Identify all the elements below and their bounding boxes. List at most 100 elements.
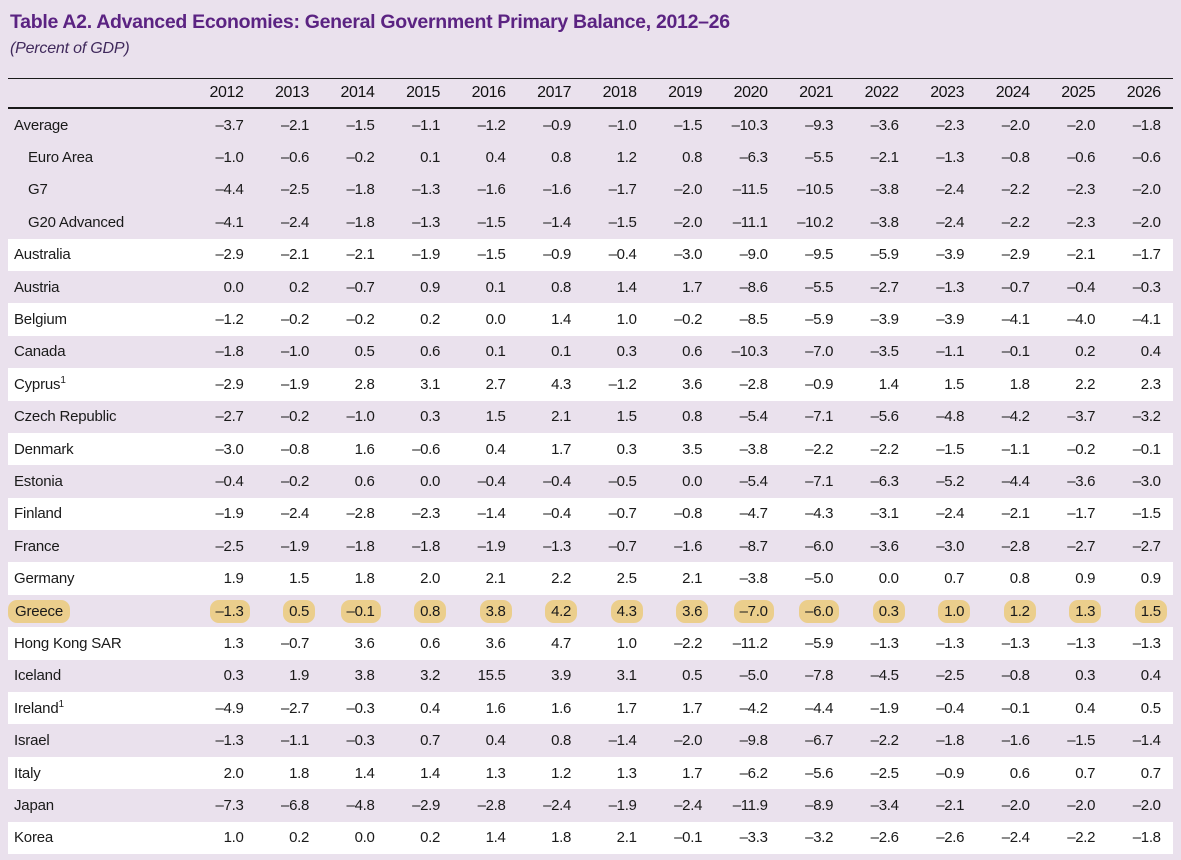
value-cell: –1.6 (543, 181, 572, 199)
value-cell: 3.6 (649, 599, 715, 623)
value-cell: –1.5 (346, 116, 375, 134)
value-cell: –10.2 (797, 213, 834, 231)
value-cell: –3.2 (805, 829, 834, 847)
footnote-marker: 1 (60, 374, 66, 386)
value-cell: –2.1 (281, 246, 310, 264)
value-cell: 1.4 (878, 375, 899, 393)
value-cell: –11.9 (732, 796, 768, 814)
table-row: Cyprus1 –2.9 –1.9 2.8 3.1 2.7 4.3 –1.2 3.6 –2.8 –0… (8, 368, 1173, 401)
value-cell: 1.4 (420, 764, 441, 782)
value-cell: –2.1 (1067, 246, 1096, 264)
highlight-pill: 1.5 (1134, 599, 1167, 623)
table-row: Canada –1.8 –1.0 0.5 0.6 0.1 0.1 0.3 0.6 –10.3 –7.… (8, 335, 1173, 369)
value-cell: –2.0 (674, 213, 703, 231)
table-row: Euro Area –1.0 –0.6 –0.2 0.1 0.4 0.8 1.2 0.8 –6.3… (8, 141, 1173, 174)
value-cell: –0.3 (346, 732, 375, 750)
value-cell: –0.2 (346, 149, 375, 167)
value-cell: –1.9 (412, 246, 441, 264)
value-cell: 0.6 (682, 343, 703, 361)
value-cell: –1.4 (1132, 732, 1161, 750)
value-cell: –0.5 (608, 472, 637, 490)
table-row: G7 –4.4 –2.5 –1.8 –1.3 –1.6 –1.6 –1.7 –2.0 –11.5 –… (8, 173, 1173, 207)
year-header-2015: 2015 (406, 84, 441, 101)
highlight-pill: –1.3 (209, 599, 250, 623)
value-cell: 0.6 (354, 472, 375, 490)
value-cell: –6.2 (739, 764, 768, 782)
value-cell: –0.8 (1001, 149, 1030, 167)
value-cell: –3.0 (215, 440, 244, 458)
value-cell: 2.1 (485, 570, 506, 588)
value-cell: –0.3 (346, 699, 375, 717)
value-cell: 1.9 (223, 570, 244, 588)
value-cell: –10.3 (731, 343, 768, 361)
value-cell: 0.8 (551, 278, 572, 296)
value-cell: –2.2 (870, 732, 899, 750)
table-row: Israel –1.3 –1.1 –0.3 0.7 0.4 0.8 –1.4 –2.0 –9.8 –… (8, 724, 1173, 757)
value-cell: –2.0 (1132, 181, 1161, 199)
value-cell: 1.2 (976, 599, 1042, 623)
value-cell: –3.9 (936, 311, 965, 329)
value-cell: –3.8 (739, 570, 768, 588)
value-cell: –1.7 (1132, 246, 1161, 264)
value-cell: –1.5 (477, 213, 506, 231)
value-cell: 0.8 (551, 732, 572, 750)
row-label: Denmark (14, 440, 74, 458)
highlight-pill: 1.3 (1069, 599, 1102, 623)
value-cell: –1.0 (346, 408, 375, 426)
value-cell: 0.0 (223, 278, 244, 296)
value-cell: –2.8 (1001, 537, 1030, 555)
value-cell: 2.0 (420, 570, 441, 588)
value-cell: –3.0 (674, 246, 703, 264)
value-cell: –1.8 (936, 732, 965, 750)
value-cell: –1.6 (1001, 732, 1030, 750)
value-cell: –6.3 (739, 149, 768, 167)
value-cell: –1.4 (543, 213, 572, 231)
value-cell: –0.7 (1001, 278, 1030, 296)
value-cell: 3.6 (682, 375, 703, 393)
value-cell: –5.4 (739, 408, 768, 426)
value-cell: –8.9 (805, 796, 834, 814)
value-cell: –0.9 (805, 375, 834, 393)
value-cell: –2.1 (346, 246, 375, 264)
year-header-2026: 2026 (1126, 84, 1161, 101)
value-cell: 0.9 (1140, 570, 1161, 588)
row-label: Estonia (14, 472, 63, 490)
value-cell: –1.5 (1067, 732, 1096, 750)
value-cell: –5.0 (805, 570, 834, 588)
row-label: Finland (14, 505, 62, 523)
value-cell: –0.6 (281, 149, 310, 167)
data-table: 2012 2013 2014 2015 2016 2017 2018 2019 2020 2021… (8, 78, 1173, 854)
value-cell: –2.0 (1067, 116, 1096, 134)
value-cell: 1.9 (289, 667, 310, 685)
value-cell: –0.6 (1067, 149, 1096, 167)
table-row: Ireland1 –4.9 –2.7 –0.3 0.4 1.6 1.6 1.7 1.7 –4.2 –… (8, 692, 1173, 725)
value-cell: 2.1 (616, 829, 637, 847)
value-cell: –1.8 (346, 181, 375, 199)
value-cell: –2.2 (805, 440, 834, 458)
value-cell: –1.0 (608, 116, 637, 134)
table-row: Finland –1.9 –2.4 –2.8 –2.3 –1.4 –0.4 –0.7 –0.8 –… (8, 497, 1173, 531)
value-cell: 1.7 (616, 699, 637, 717)
year-header-row: 2012 2013 2014 2015 2016 2017 2018 2019 2020 2021… (8, 78, 1173, 109)
value-cell: –4.4 (1001, 472, 1030, 490)
value-cell: –4.9 (215, 699, 244, 717)
value-cell: –2.3 (1067, 181, 1096, 199)
row-label: Belgium (14, 311, 67, 329)
value-cell: 0.6 (420, 343, 441, 361)
value-cell: 3.6 (354, 634, 375, 652)
value-cell: 0.4 (1075, 699, 1096, 717)
value-cell: –0.4 (1067, 278, 1096, 296)
value-cell: 2.2 (1075, 375, 1096, 393)
row-label: Iceland (14, 667, 61, 685)
value-cell: –1.3 (1067, 634, 1096, 652)
value-cell: 1.5 (1107, 599, 1173, 623)
value-cell: 3.2 (420, 667, 441, 685)
value-cell: –2.5 (936, 667, 965, 685)
value-cell: 1.5 (485, 408, 506, 426)
value-cell: –4.5 (870, 667, 899, 685)
value-cell: –1.2 (608, 375, 637, 393)
value-cell: –1.3 (936, 149, 965, 167)
value-cell: –4.4 (805, 699, 834, 717)
row-label: Italy (14, 764, 41, 782)
value-cell: 1.2 (551, 764, 572, 782)
